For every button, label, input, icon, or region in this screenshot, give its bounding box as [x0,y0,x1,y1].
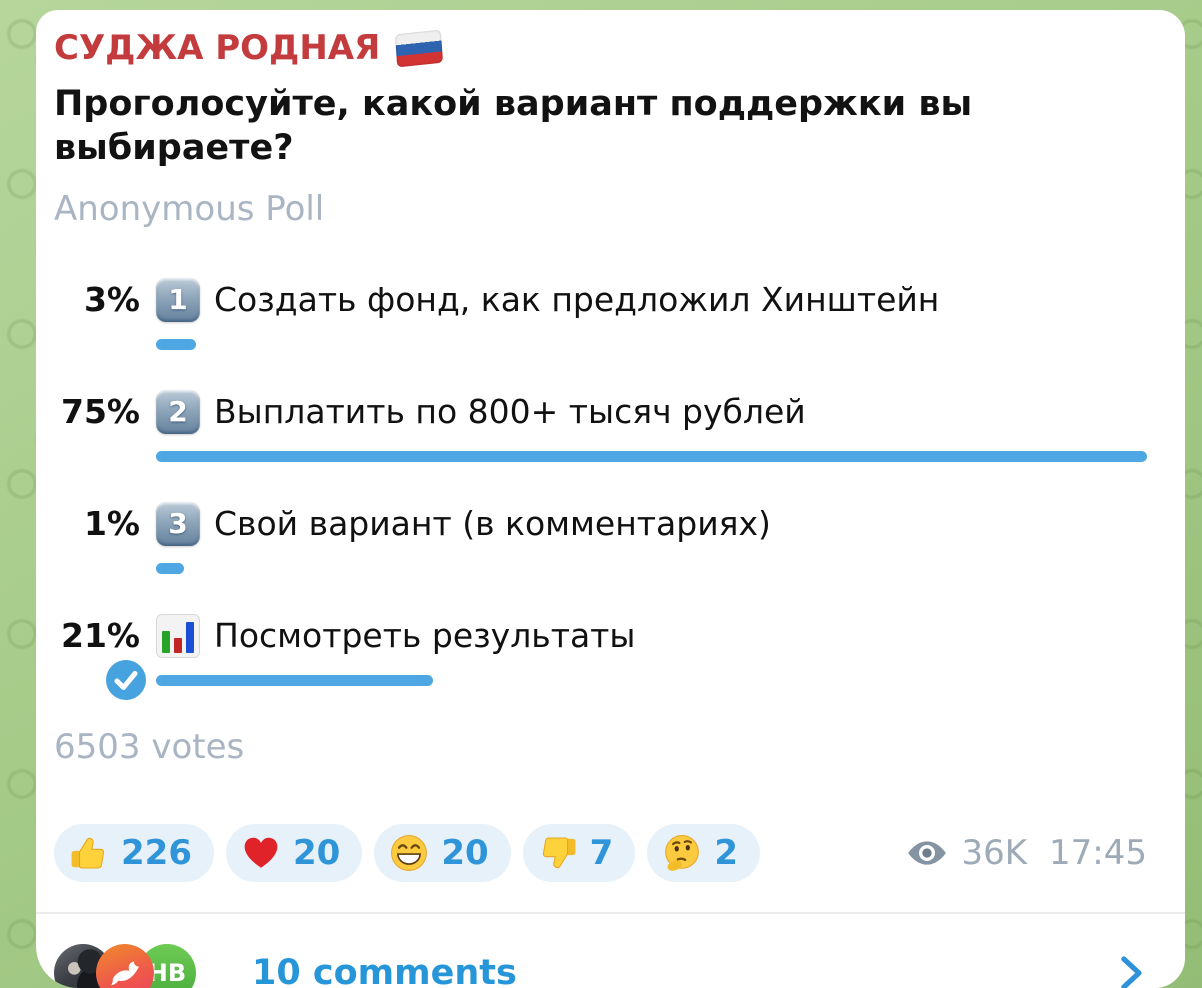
commenter-avatar-dove [96,944,154,988]
channel-title[interactable]: СУДЖА РОДНАЯ [54,26,1147,70]
poll-result-bar [156,562,184,574]
poll-option-4[interactable]: 21% Посмотреть результаты [54,614,1147,700]
reaction-count: 2 [714,833,738,873]
reactions-row: 226 20 20 7 2 [54,824,760,882]
keycap-3-icon: 3 [156,502,200,546]
views-eye-icon [908,841,947,865]
grinning-face-icon [391,835,428,871]
option-percent: 21% [61,616,140,655]
chevron-right-icon[interactable] [1117,952,1147,988]
votes-count: 6503 votes [54,727,245,767]
poll-result-bar [156,338,196,350]
reaction-thumbs-down[interactable]: 7 [522,824,636,882]
keycap-1-icon: 1 [156,278,200,322]
option-label: Свой вариант (в комментариях) [214,504,771,543]
option-percent: 3% [83,280,140,319]
poll-option-1[interactable]: 3% 1 Создать фонд, как предложил Хинштей… [54,278,1147,362]
option-percent: 1% [83,504,140,543]
reaction-count: 226 [121,833,192,873]
comments-count-label: 10 comments [252,953,517,988]
option-percent: 75% [61,392,140,431]
poll-result-bar [156,674,434,686]
thumbs-up-icon [71,837,105,869]
option-label: Выплатить по 800+ тысяч рублей [214,392,806,431]
reaction-thumbs-up[interactable]: 226 [54,824,214,882]
views-count: 36K [961,833,1028,873]
poll-option-3[interactable]: 1% 3 Свой вариант (в комментариях) [54,502,1147,586]
poll-type-label: Anonymous Poll [54,189,325,229]
reaction-heart[interactable]: 20 [225,824,363,882]
message-bubble: СУДЖА РОДНАЯ Проголосуйте, какой вариант… [36,10,1185,988]
reaction-grin[interactable]: 20 [374,824,511,882]
poll-options: 3% 1 Создать фонд, как предложил Хинштей… [54,278,1147,700]
reaction-count: 7 [589,833,614,873]
poll-result-bar [156,450,1147,462]
option-label: Посмотреть результаты [214,616,636,655]
dove-icon [111,961,139,986]
comments-divider [36,912,1185,914]
russia-flag-icon [395,29,444,67]
comments-bar[interactable]: НВ 10 comments [54,914,1147,988]
bar-chart-icon [156,614,200,658]
thumbs-down-icon [542,837,576,869]
reaction-count: 20 [292,833,341,873]
thinking-face-icon [665,835,700,871]
message-time: 17:45 [1049,833,1147,873]
reaction-thinking[interactable]: 2 [647,824,760,882]
commenter-avatars: НВ [54,944,196,988]
option-label: Создать фонд, как предложил Хинштейн [214,280,940,319]
red-heart-icon [244,837,278,868]
reaction-count: 20 [441,833,489,873]
keycap-2-icon: 2 [156,390,200,434]
voted-check-icon [106,660,146,700]
channel-title-label: СУДЖА РОДНАЯ [54,28,381,68]
poll-question: Проголосуйте, какой вариант поддержки вы… [54,84,973,168]
poll-option-2[interactable]: 75% 2 Выплатить по 800+ тысяч рублей [54,390,1147,474]
